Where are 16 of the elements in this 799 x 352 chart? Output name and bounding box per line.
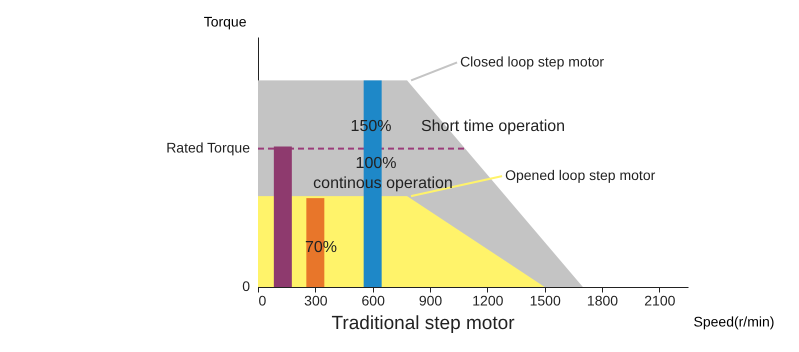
text: Opened loop step motor bbox=[505, 167, 656, 184]
y-axis-title: Torque bbox=[204, 14, 247, 30]
x-tick-label: 1200 bbox=[472, 292, 504, 308]
annotation: Short time operation bbox=[420, 118, 566, 135]
x-tick-label: 900 bbox=[418, 292, 442, 308]
text: 0 bbox=[242, 278, 250, 294]
text: Traditional step motor bbox=[331, 313, 516, 334]
x-tick-label: 0 bbox=[258, 292, 266, 308]
ref-line-label: Rated Torque bbox=[166, 140, 250, 156]
x-tick-label: 2100 bbox=[644, 292, 676, 308]
x-tick-label: 1800 bbox=[586, 292, 618, 308]
x-tick-label: 1500 bbox=[530, 292, 561, 308]
text: Closed loop step motor bbox=[460, 53, 604, 70]
x-tick-label: 300 bbox=[304, 292, 328, 308]
x-axis-title: Speed(r/min) bbox=[694, 314, 774, 330]
x-tick-label: 600 bbox=[361, 292, 386, 308]
